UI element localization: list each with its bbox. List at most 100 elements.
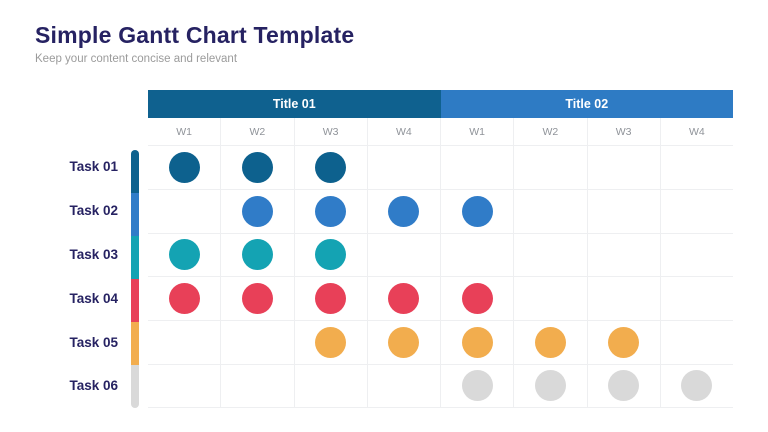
grid-cell xyxy=(440,146,513,189)
task-dot xyxy=(168,239,200,271)
week-header-cell: W4 xyxy=(659,118,733,145)
week-header-row: W1 W2 W3 W4 W1 W2 W3 W4 xyxy=(148,118,733,145)
grid-cell xyxy=(513,189,586,233)
grid-cell xyxy=(659,189,733,233)
task-dot xyxy=(461,195,493,227)
grid-cell xyxy=(586,146,660,189)
grid-cell xyxy=(440,277,513,321)
grid-cell xyxy=(293,146,367,189)
grid-cell xyxy=(440,364,513,407)
grid-cell xyxy=(220,364,293,407)
grid-cell xyxy=(366,321,440,364)
page-subtitle: Keep your content concise and relevant xyxy=(35,53,238,65)
bar-segment-1 xyxy=(131,150,139,193)
grid-cell xyxy=(366,233,440,277)
task-dot xyxy=(315,283,347,315)
grid-cell xyxy=(659,146,733,189)
grid-cell xyxy=(586,321,660,364)
task-dot xyxy=(388,327,420,359)
grid-cell xyxy=(148,146,220,189)
task-label-column: Task 01 Task 02 Task 03 Task 04 Task 05 Task … xyxy=(30,145,118,408)
bar-segment-2 xyxy=(131,193,139,236)
grid-cell xyxy=(659,364,733,407)
grid-cell xyxy=(659,233,733,277)
grid-cell xyxy=(586,277,660,321)
group-header-2: Title 02 xyxy=(440,90,733,118)
grid-cell xyxy=(148,234,220,277)
task-dot xyxy=(241,195,273,227)
task-label-2: Task 02 xyxy=(69,203,118,219)
grid-cell xyxy=(148,365,220,407)
table-row xyxy=(148,145,733,189)
task-label-1: Task 01 xyxy=(69,159,118,175)
group-header-row: Title 01 Title 02 xyxy=(148,90,733,118)
grid-cell xyxy=(513,146,586,189)
grid-cell xyxy=(659,321,733,364)
grid-cell xyxy=(586,364,660,407)
grid-cell xyxy=(513,277,586,321)
task-dot xyxy=(534,327,566,359)
grid-cell xyxy=(220,146,293,189)
week-header-cell: W1 xyxy=(176,125,192,138)
grid-cell xyxy=(513,364,586,407)
table-row xyxy=(148,320,733,364)
task-label-3: Task 03 xyxy=(69,246,118,262)
grid-cell xyxy=(586,189,660,233)
task-dot xyxy=(315,151,347,183)
task-label-5: Task 05 xyxy=(69,334,118,350)
grid-cell xyxy=(293,277,367,321)
task-dot xyxy=(534,370,566,402)
table-row xyxy=(148,188,733,233)
page-title: Simple Gantt Chart Template xyxy=(35,22,355,48)
grid-cell xyxy=(366,277,440,321)
bar-segment-3 xyxy=(131,236,139,279)
task-dot xyxy=(241,151,273,183)
task-label-6: Task 06 xyxy=(69,378,118,394)
table-row xyxy=(148,232,733,277)
task-dot xyxy=(241,239,273,271)
grid-cell xyxy=(366,146,440,189)
grid-cell xyxy=(220,233,293,277)
gantt-table: Title 01 Title 02 W1 W2 W3 W4 W1 W2 W3 W4 xyxy=(148,90,733,408)
grid-cell xyxy=(586,233,660,277)
grid-cell xyxy=(220,277,293,321)
task-dot xyxy=(241,283,273,315)
week-header-cell: W3 xyxy=(586,118,660,145)
task-dot xyxy=(315,195,347,227)
grid-cell xyxy=(513,321,586,364)
week-header-cell: W2 xyxy=(513,118,586,145)
grid-cell xyxy=(513,233,586,277)
task-dot xyxy=(461,370,493,402)
task-dot xyxy=(681,370,713,402)
group-header-1: Title 01 xyxy=(148,90,441,118)
grid-cell xyxy=(148,321,220,364)
grid-cell xyxy=(440,189,513,233)
week-header-cell: W4 xyxy=(366,118,440,145)
grid-cell xyxy=(440,233,513,277)
task-dot xyxy=(388,195,420,227)
task-dot xyxy=(168,151,200,183)
grid-cell xyxy=(148,277,220,320)
grid-cell xyxy=(148,190,220,233)
task-dot xyxy=(168,283,200,315)
grid-cell xyxy=(659,277,733,321)
grid-cell xyxy=(440,321,513,364)
task-dot xyxy=(608,370,640,402)
grid-cell xyxy=(293,321,367,364)
grid-cell xyxy=(293,364,367,407)
task-dot xyxy=(608,327,640,359)
week-header-cell: W1 xyxy=(440,118,513,145)
gantt-grid xyxy=(148,145,733,408)
task-dot xyxy=(388,283,420,315)
task-dot xyxy=(315,327,347,359)
task-dot xyxy=(461,327,493,359)
grid-cell xyxy=(293,233,367,277)
grid-cell xyxy=(220,321,293,364)
grid-cell xyxy=(220,189,293,233)
bar-segment-4 xyxy=(131,279,139,322)
bar-segment-5 xyxy=(131,322,139,365)
task-label-4: Task 04 xyxy=(69,290,118,306)
week-header-cell: W3 xyxy=(293,118,367,145)
grid-cell xyxy=(366,189,440,233)
